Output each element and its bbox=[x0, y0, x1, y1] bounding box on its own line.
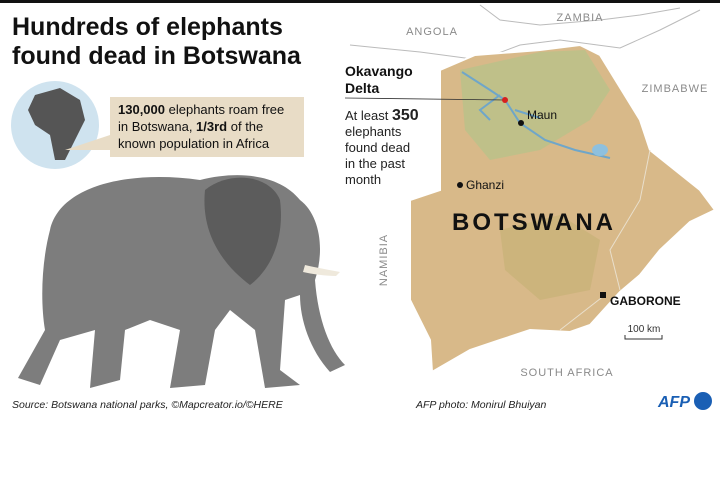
country-label: ZIMBABWE bbox=[642, 83, 709, 95]
elephant-tusk bbox=[303, 265, 340, 276]
annotation-text: elephants bbox=[345, 124, 402, 139]
callout-text: elephants roam free bbox=[165, 102, 284, 117]
border bbox=[479, 4, 681, 26]
vegetation bbox=[500, 215, 600, 300]
callout-text: in Botswana, 1/3rd of the bbox=[118, 119, 263, 134]
callout-box bbox=[110, 97, 304, 157]
maun-marker bbox=[518, 120, 524, 126]
town-label: Ghanzi bbox=[466, 178, 504, 192]
logo: AFP bbox=[657, 394, 690, 411]
callout-text: of the bbox=[227, 119, 263, 134]
annotation-text: At least 350 bbox=[345, 107, 419, 124]
leader-line bbox=[344, 97, 506, 101]
callout-text: 130,000 elephants roam free bbox=[118, 102, 284, 117]
callout-pointer bbox=[65, 135, 110, 150]
annotation-text: found dead bbox=[345, 140, 410, 155]
place-label: Delta bbox=[345, 80, 379, 96]
border bbox=[349, 9, 701, 61]
place-label: Okavango bbox=[345, 63, 413, 79]
elephant-body bbox=[18, 175, 345, 388]
okavango-marker bbox=[502, 97, 508, 103]
title: Hundreds of elephants bbox=[12, 13, 283, 41]
annotation-text: At least bbox=[345, 108, 392, 123]
callout-text: in Botswana, bbox=[118, 119, 196, 134]
country-label: ANGOLA bbox=[406, 26, 458, 38]
scale-label: 100 km bbox=[628, 324, 661, 335]
annotation-text: month bbox=[345, 172, 381, 187]
gaborone-marker bbox=[600, 292, 606, 298]
callout-number: 1/3rd bbox=[196, 119, 227, 134]
callout-number: 130,000 bbox=[118, 102, 165, 117]
africa-shape bbox=[28, 88, 85, 160]
annotation-text: in the past bbox=[345, 156, 405, 171]
town-label: GABORONE bbox=[610, 294, 681, 308]
country-label: ZAMBIA bbox=[557, 12, 604, 24]
vegetation bbox=[460, 50, 610, 160]
town-label: Maun bbox=[527, 108, 557, 122]
salt-pan bbox=[592, 144, 608, 156]
scale-bar bbox=[624, 335, 663, 340]
annotation-number: 350 bbox=[392, 107, 419, 124]
title: found dead in Botswana bbox=[12, 42, 302, 70]
country-label: BOTSWANA bbox=[452, 209, 616, 236]
road bbox=[559, 149, 651, 331]
elephant-photo bbox=[18, 175, 345, 388]
callout-text: known population in Africa bbox=[118, 136, 270, 151]
country-label: SOUTH AFRICA bbox=[520, 367, 613, 379]
country-label: NAMIBIA bbox=[378, 234, 390, 286]
photo-credit: AFP photo: Monirul Bhuiyan bbox=[415, 399, 547, 411]
map: ANGOLA ZAMBIA ZIMBABWE NAMIBIA SOUTH AFR… bbox=[344, 4, 717, 379]
ghanzi-marker bbox=[457, 182, 463, 188]
logo-dot bbox=[694, 392, 712, 410]
source: Source: Botswana national parks, ©Mapcre… bbox=[12, 399, 284, 411]
elephant-ear bbox=[204, 177, 281, 285]
top-bar bbox=[0, 0, 720, 3]
